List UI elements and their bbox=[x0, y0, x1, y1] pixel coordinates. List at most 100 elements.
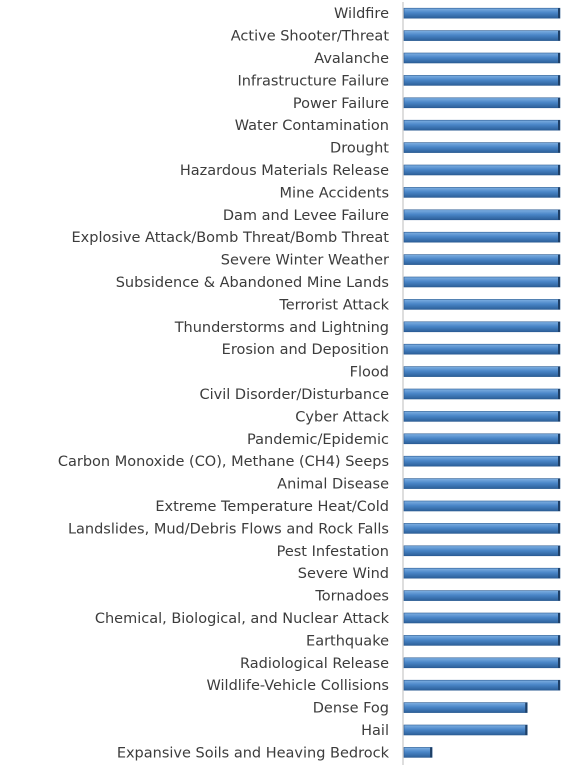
bar-end-cap bbox=[558, 590, 560, 601]
bar bbox=[403, 500, 561, 512]
bar bbox=[403, 30, 561, 41]
bar bbox=[403, 702, 528, 713]
bar-end-cap bbox=[558, 478, 560, 489]
bar-end-cap bbox=[430, 747, 433, 758]
bar bbox=[403, 254, 561, 265]
bar bbox=[403, 567, 561, 579]
bar bbox=[403, 411, 561, 422]
bar-end-cap bbox=[558, 232, 560, 243]
bar-end-cap bbox=[558, 680, 560, 691]
bar-end-cap bbox=[558, 97, 560, 108]
category-label: Thunderstorms and Lightning bbox=[174, 320, 389, 336]
bar bbox=[403, 142, 561, 153]
bar-end-cap bbox=[558, 657, 560, 668]
category-label: Landslides, Mud/Debris Flows and Rock Fa… bbox=[68, 521, 389, 537]
category-label: Expansive Soils and Heaving Bedrock bbox=[117, 745, 390, 761]
bar-end-cap bbox=[558, 75, 560, 86]
bar-end-cap bbox=[558, 545, 560, 556]
bar bbox=[403, 545, 561, 557]
bar bbox=[403, 635, 561, 646]
category-label: Infrastructure Failure bbox=[237, 73, 389, 89]
bar-end-cap bbox=[558, 254, 560, 265]
category-label: Carbon Monoxide (CO), Methane (CH4) Seep… bbox=[58, 454, 389, 470]
bar-end-cap bbox=[558, 613, 560, 623]
category-label: Hazardous Materials Release bbox=[180, 163, 389, 179]
bar bbox=[403, 164, 561, 176]
bar bbox=[403, 523, 561, 534]
bar-end-cap bbox=[558, 321, 560, 332]
category-label: Drought bbox=[330, 141, 389, 157]
bar bbox=[403, 52, 561, 64]
bar bbox=[403, 97, 561, 109]
bar-end-cap bbox=[558, 8, 560, 19]
bar bbox=[403, 747, 433, 758]
bar-end-cap bbox=[558, 209, 560, 220]
bar bbox=[403, 478, 561, 489]
category-label: Severe Winter Weather bbox=[221, 253, 389, 269]
bar-end-cap bbox=[558, 299, 560, 310]
bar bbox=[403, 590, 561, 601]
bar-end-cap bbox=[558, 411, 560, 422]
bar bbox=[403, 612, 561, 624]
category-label: Subsidence & Abandoned Mine Lands bbox=[116, 275, 389, 291]
bar-end-cap bbox=[525, 725, 528, 735]
bar-end-cap bbox=[558, 142, 560, 153]
category-label: Civil Disorder/Disturbance bbox=[200, 387, 390, 403]
category-label: Wildfire bbox=[334, 6, 389, 22]
bar-end-cap bbox=[558, 165, 560, 175]
category-label: Earthquake bbox=[306, 633, 389, 649]
category-label: Hail bbox=[361, 723, 389, 739]
bar bbox=[403, 366, 561, 377]
bar bbox=[403, 724, 528, 736]
category-label: Erosion and Deposition bbox=[222, 342, 389, 358]
category-label: Animal Disease bbox=[277, 477, 389, 493]
bar bbox=[403, 187, 561, 198]
category-label: Mine Accidents bbox=[280, 185, 389, 201]
bar bbox=[403, 433, 561, 445]
category-label: Dam and Levee Failure bbox=[223, 208, 389, 224]
category-label: Pest Infestation bbox=[277, 544, 389, 560]
bar bbox=[403, 75, 561, 86]
bar-end-cap bbox=[558, 389, 560, 399]
category-label: Active Shooter/Threat bbox=[231, 29, 390, 45]
bar-end-cap bbox=[558, 635, 560, 646]
category-label: Flood bbox=[350, 365, 389, 381]
category-label: Avalanche bbox=[314, 51, 389, 67]
bar-end-cap bbox=[558, 568, 560, 579]
category-label: Dense Fog bbox=[313, 701, 389, 717]
bar-end-cap bbox=[558, 501, 560, 511]
category-label: Pandemic/Epidemic bbox=[247, 432, 389, 448]
bar-end-cap bbox=[558, 30, 560, 41]
bar bbox=[403, 321, 561, 333]
bar bbox=[403, 455, 561, 467]
bar-end-cap bbox=[558, 277, 560, 287]
bar-end-cap bbox=[558, 366, 560, 377]
category-label: Extreme Temperature Heat/Cold bbox=[155, 499, 389, 515]
category-label: Radiological Release bbox=[240, 656, 389, 672]
bar-end-cap bbox=[558, 187, 560, 198]
category-labels: Wildfire Active Shooter/Threat Avalanche In… bbox=[58, 6, 390, 761]
bar bbox=[403, 343, 561, 355]
category-label: Power Failure bbox=[293, 96, 389, 112]
category-label: Cyber Attack bbox=[295, 409, 389, 425]
category-label: Chemical, Biological, and Nuclear Attack bbox=[95, 611, 390, 627]
category-label: Water Contamination bbox=[235, 118, 389, 134]
bar-end-cap bbox=[525, 702, 528, 713]
bar bbox=[403, 657, 561, 669]
bar bbox=[403, 388, 561, 400]
bar bbox=[403, 209, 561, 221]
bar-end-cap bbox=[558, 433, 560, 444]
category-label: Tornadoes bbox=[314, 589, 389, 605]
bar bbox=[403, 679, 561, 691]
bar-end-cap bbox=[558, 523, 560, 534]
bar-end-cap bbox=[558, 53, 560, 63]
bar bbox=[403, 231, 561, 243]
bar bbox=[403, 119, 561, 131]
bars bbox=[403, 7, 561, 758]
category-label: Wildlife-Vehicle Collisions bbox=[207, 678, 390, 694]
category-label: Severe Wind bbox=[298, 566, 389, 582]
bar-end-cap bbox=[558, 344, 560, 355]
bar bbox=[403, 276, 561, 288]
category-label: Explosive Attack/Bomb Threat/Bomb Threat bbox=[72, 230, 390, 246]
